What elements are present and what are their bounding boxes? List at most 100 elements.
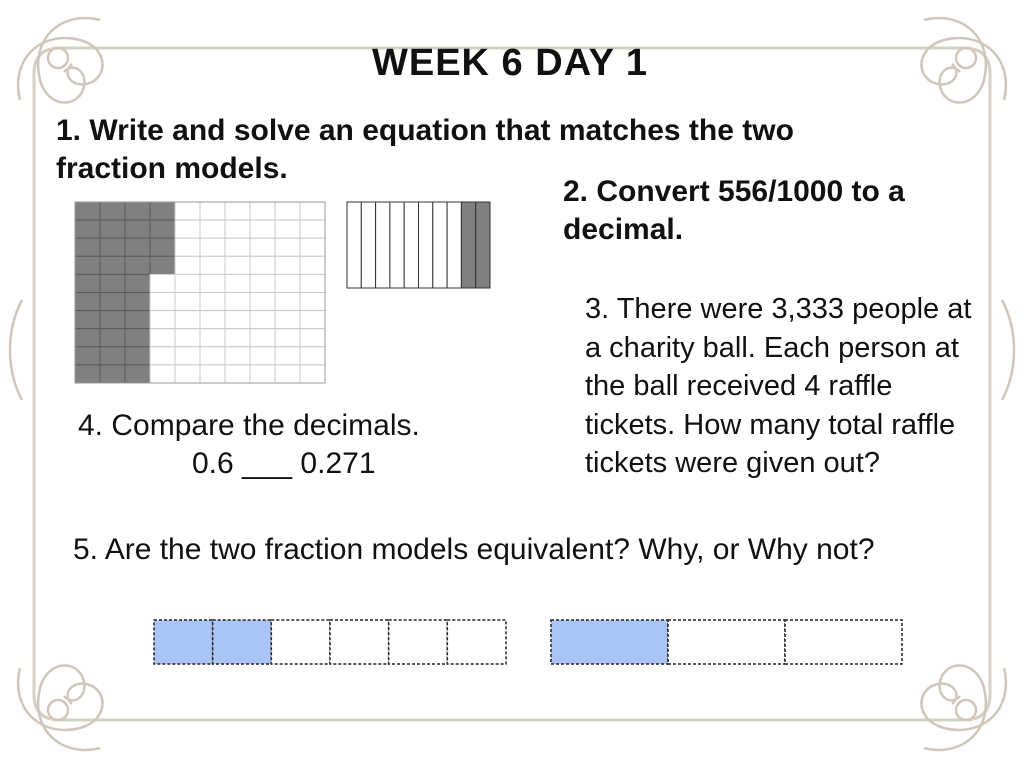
bar-part-shaded <box>211 619 273 665</box>
grid-cell <box>224 346 251 366</box>
bar-part <box>667 619 786 665</box>
grid-cell <box>224 364 251 384</box>
grid-cell-shaded <box>99 310 126 330</box>
grid-cell-shaded <box>74 310 101 330</box>
thirds-bar-model <box>550 619 903 665</box>
grid-cell-shaded <box>99 237 126 257</box>
question-1: 1. Write and solve an equation that matc… <box>56 114 794 185</box>
grid-cell <box>199 273 226 294</box>
grid-cell <box>274 292 301 312</box>
grid-cell <box>274 237 301 257</box>
bar-part <box>270 619 331 665</box>
grid-cell <box>299 237 326 257</box>
question-5: 5. Are the two fraction models equivalen… <box>73 533 875 566</box>
strip-part <box>389 201 405 289</box>
grid-cell-shaded <box>99 328 126 348</box>
grid-cell-shaded <box>124 364 151 384</box>
grid-cell <box>224 310 251 330</box>
grid-cell <box>249 292 276 312</box>
question-4-expression: 0.6 ___ 0.271 <box>192 447 376 480</box>
strip-part <box>375 201 391 289</box>
grid-cell <box>199 219 226 239</box>
grid-cell <box>199 255 226 275</box>
grid-cell <box>149 364 176 384</box>
grid-cell <box>249 328 276 348</box>
grid-cell-shaded <box>124 219 151 239</box>
grid-cell-shaded <box>74 255 101 275</box>
grid-cell <box>174 255 201 275</box>
grid-cell-shaded <box>74 364 101 384</box>
grid-cell-shaded <box>149 237 176 257</box>
grid-cell-shaded <box>99 346 126 366</box>
grid-cell-shaded <box>99 273 126 294</box>
grid-cell <box>299 364 326 384</box>
strip-part-shaded <box>475 201 491 289</box>
grid-cell-shaded <box>149 255 176 275</box>
grid-cell <box>274 201 301 221</box>
strip-part <box>360 201 377 289</box>
grid-cell <box>174 346 201 366</box>
grid-cell <box>174 201 201 221</box>
grid-cell <box>299 255 326 275</box>
grid-cell <box>149 310 176 330</box>
grid-cell <box>199 201 226 221</box>
grid-cell-shaded <box>124 201 151 221</box>
grid-cell-shaded <box>149 201 176 221</box>
grid-cell <box>299 292 326 312</box>
bar-part <box>329 619 390 665</box>
grid-cell-shaded <box>124 310 151 330</box>
grid-cell-shaded <box>74 328 101 348</box>
question-4: 4. Compare the decimals. 0.6 ___ 0.271 <box>78 407 538 483</box>
grid-cell <box>299 346 326 366</box>
strip-part <box>346 201 362 289</box>
grid-cell <box>299 328 326 348</box>
grid-cell <box>174 310 201 330</box>
grid-border <box>74 201 326 384</box>
strip-part <box>432 201 448 289</box>
grid-cell <box>224 273 251 294</box>
grid-cell <box>149 292 176 312</box>
grid-cell <box>174 364 201 384</box>
grid-cell-shaded <box>74 237 101 257</box>
grid-cell-shaded <box>124 346 151 366</box>
grid-cell-shaded <box>99 201 126 221</box>
grid-cell-shaded <box>99 219 126 239</box>
sixths-bar-model <box>153 619 507 665</box>
grid-cell <box>249 237 276 257</box>
grid-cell <box>199 237 226 257</box>
grid-cell <box>249 219 276 239</box>
grid-cell <box>249 255 276 275</box>
grid-cell <box>274 310 301 330</box>
bar-part <box>387 619 449 665</box>
bar-part <box>446 619 507 665</box>
grid-cell <box>299 201 326 221</box>
grid-cell <box>199 310 226 330</box>
question-4-text: 4. Compare the decimals. <box>78 409 420 442</box>
grid-cell-shaded <box>124 273 151 294</box>
grid-cell-shaded <box>99 255 126 275</box>
grid-cell-shaded <box>99 364 126 384</box>
grid-cell <box>224 328 251 348</box>
grid-cell <box>149 273 176 294</box>
bar-part-shaded <box>550 619 669 665</box>
strip-part-shaded <box>460 201 477 289</box>
grid-cell-shaded <box>99 292 126 312</box>
grid-cell <box>274 364 301 384</box>
grid-cell-shaded <box>149 219 176 239</box>
grid-cell <box>224 201 251 221</box>
bar-part <box>784 619 903 665</box>
strip-part <box>446 201 462 289</box>
grid-cell-shaded <box>124 328 151 348</box>
grid-cell <box>249 346 276 366</box>
grid-cell-shaded <box>74 346 101 366</box>
grid-cell <box>224 255 251 275</box>
grid-cell <box>299 273 326 294</box>
question-3: 3. There were 3,333 people at a charity … <box>585 293 972 479</box>
question-2: 2. Convert 556/1000 to a decimal. <box>563 175 905 246</box>
grid-cell <box>224 237 251 257</box>
grid-cell <box>149 328 176 348</box>
grid-cell <box>174 328 201 348</box>
grid-cell-shaded <box>124 255 151 275</box>
grid-cell <box>174 273 201 294</box>
